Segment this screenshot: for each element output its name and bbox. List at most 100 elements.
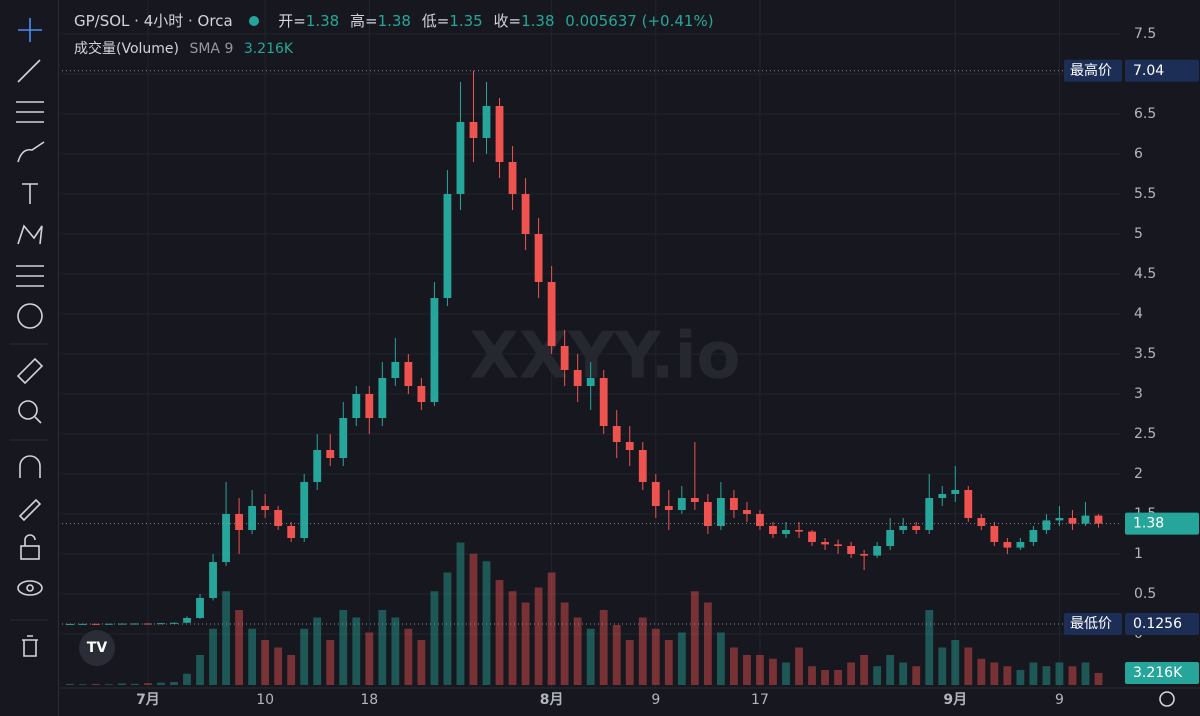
x-tick-label: 7月	[136, 692, 160, 708]
x-tick-label: 9	[651, 692, 660, 708]
volume-bar	[990, 662, 999, 685]
volume-bar	[131, 683, 139, 685]
volume-name: 成交量(Volume)	[74, 41, 179, 57]
y-tick-label: 3.5	[1134, 346, 1156, 362]
candle-body	[313, 450, 322, 482]
candle-body	[821, 542, 829, 545]
candle-body	[482, 106, 491, 138]
candle-body	[365, 394, 374, 418]
settings-icon[interactable]	[1159, 691, 1175, 707]
volume-bar	[469, 553, 478, 685]
pattern-tool[interactable]	[17, 224, 43, 245]
volume-bar	[482, 561, 491, 685]
delete-tool[interactable]	[22, 635, 38, 657]
candle-body	[157, 623, 165, 625]
zoom-tool[interactable]	[18, 400, 42, 424]
candle-body	[834, 544, 842, 546]
candle-body	[912, 526, 921, 530]
candle-body	[899, 526, 908, 530]
candle-body	[378, 378, 387, 418]
lock-tool[interactable]	[20, 534, 40, 560]
volume-bar	[612, 625, 621, 685]
close-label: 收=	[493, 12, 522, 30]
volume-bar	[1068, 666, 1077, 685]
candle-body	[521, 194, 530, 234]
candle-body	[117, 623, 126, 625]
volume-bar	[404, 628, 413, 685]
volume-bar	[417, 640, 426, 685]
volume-bar	[443, 572, 452, 685]
candle-body	[235, 514, 243, 530]
volume-bar	[339, 610, 348, 685]
candle-body	[664, 506, 673, 510]
volume-bar	[664, 640, 673, 685]
y-tick-label: 5.5	[1134, 186, 1156, 202]
y-tick-label: 2.5	[1134, 426, 1156, 442]
candle-body	[808, 531, 816, 542]
grid	[62, 0, 1120, 688]
candle-body	[1068, 518, 1077, 524]
candle-body	[951, 490, 960, 494]
candle-body	[417, 386, 426, 402]
volume-bar	[391, 617, 400, 685]
volume-bar	[769, 658, 777, 685]
volume-bar	[157, 682, 165, 685]
ruler-tool[interactable]	[16, 357, 44, 385]
candle-body	[743, 510, 751, 514]
candle-body	[196, 598, 204, 618]
y-tick-label: 6.5	[1134, 106, 1156, 122]
volume-sma: SMA 9	[189, 41, 234, 57]
volume-bar	[534, 587, 543, 685]
high-label: 高=	[349, 12, 378, 30]
last-price-value: 1.38	[1133, 516, 1164, 532]
volume-bar	[808, 666, 816, 685]
text-tool[interactable]	[22, 183, 38, 204]
x-tick-label: 9	[1055, 692, 1064, 708]
high-marker-value: 7.04	[1133, 63, 1164, 79]
volume-bar	[1081, 662, 1090, 685]
low-marker-name-box	[1064, 612, 1122, 635]
close-value: 1.38	[521, 12, 555, 30]
volume-bar	[430, 591, 439, 685]
fib-tool[interactable]	[16, 101, 44, 123]
volume-bar	[756, 655, 764, 685]
low-marker-box	[1125, 612, 1199, 635]
line-tool[interactable]	[17, 59, 41, 83]
visibility-tool[interactable]	[17, 580, 43, 596]
candle-body	[391, 362, 400, 378]
magnet-tool[interactable]	[19, 455, 41, 478]
candle-body	[209, 562, 217, 598]
emoji-tool[interactable]	[17, 303, 43, 329]
volume-bar	[378, 610, 387, 685]
candle-body	[925, 498, 934, 530]
crosshair-tool[interactable]	[18, 18, 42, 42]
volume-bar	[716, 632, 725, 685]
candle-body	[782, 530, 790, 534]
y-tick-label: 1	[1134, 546, 1143, 562]
y-tick-label: 7.5	[1134, 26, 1156, 42]
volume-bar	[743, 655, 751, 685]
candle-body	[677, 498, 686, 510]
candle-body	[508, 162, 517, 194]
brush-tool[interactable]	[17, 141, 45, 163]
candle-body	[938, 494, 947, 498]
lock-draw-tool[interactable]	[18, 498, 42, 522]
volume-bar	[508, 591, 517, 685]
volume-label-box	[1125, 661, 1199, 684]
candle-body	[990, 526, 999, 542]
logo-text: TV	[87, 640, 108, 656]
volume-row: 成交量(Volume) SMA 9 3.216K	[74, 38, 299, 58]
candle-body	[860, 554, 869, 556]
volume-bar	[873, 666, 882, 685]
volume-bar	[821, 670, 829, 685]
candle-body	[756, 514, 764, 526]
x-tick-label: 8月	[540, 692, 564, 708]
high-value: 1.38	[377, 12, 411, 30]
volume-bar	[521, 602, 530, 685]
volume-bar	[690, 591, 699, 685]
candle-body	[964, 490, 973, 518]
candle-body	[300, 482, 309, 538]
y-tick-label: 6	[1134, 146, 1143, 162]
forecast-tool[interactable]	[16, 265, 44, 287]
